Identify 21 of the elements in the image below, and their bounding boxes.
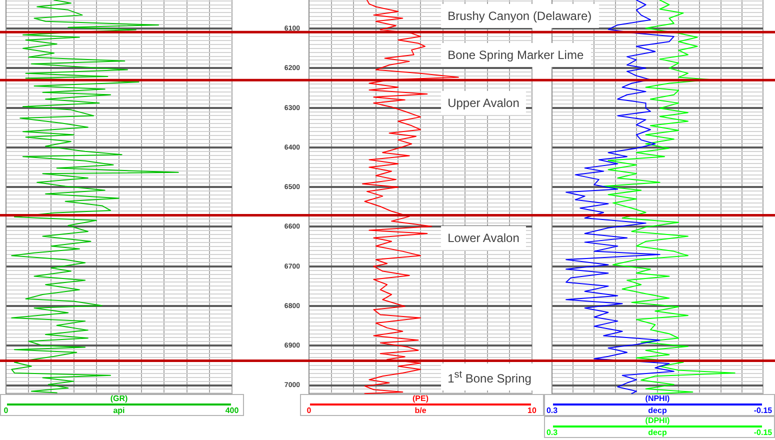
- annotation: 1$^{st}$ Bone Spring: [440, 364, 538, 391]
- series-label: (NPHI): [645, 394, 670, 404]
- x-tick-label: -0.15: [754, 406, 773, 416]
- x2-tick-label: -0.15: [754, 428, 773, 438]
- x-tick-label: 0: [4, 406, 9, 416]
- x-axis-title: b/e: [414, 406, 427, 416]
- series-label: (PE): [412, 394, 429, 404]
- text: (GR): [110, 394, 128, 404]
- x-axis-title: decp: [648, 406, 667, 416]
- x-tick-label: 400: [225, 406, 240, 416]
- annotation: Bone Spring Marker Lime: [440, 43, 591, 68]
- x2-tick-label: 0.3: [546, 428, 558, 438]
- annotation: Lower Avalon: [440, 226, 526, 250]
- annotation: Brushy Canyon (Delaware): [440, 4, 599, 28]
- x-axis-title: api: [113, 406, 125, 416]
- x-tick-label: 10: [528, 406, 537, 416]
- x-tick-label: 0: [306, 406, 312, 416]
- text: (DPHI): [645, 416, 670, 426]
- x2-axis-title: decp: [648, 428, 667, 438]
- annotation: Upper Avalon: [440, 91, 526, 116]
- x-tick-label: 0.3: [546, 406, 558, 416]
